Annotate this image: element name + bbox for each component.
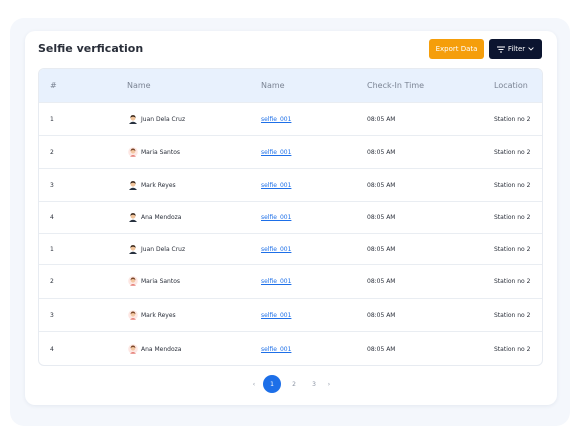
pagination: ‹ 1 2 3 › [25,374,557,394]
row-name: Juan Dela Cruz [141,115,186,123]
selfie-link[interactable]: selfie_001 [261,278,292,285]
avatar [128,212,138,222]
table-row[interactable]: 1 Juan Dela Cruz selfie_001 08:05 AM Station… [39,102,542,135]
avatar [128,147,138,157]
row-name: Mark Reyes [141,181,176,189]
selfie-verification-card: Selfie verfication Export Data Filter # … [25,31,557,405]
header-location: Location [494,81,528,90]
avatar [128,244,138,254]
row-name: Juan Dela Cruz [141,245,186,253]
row-name-cell: Juan Dela Cruz [128,244,185,254]
row-name: Ana Mendoza [141,345,182,353]
row-name-cell: Mark Reyes [128,310,176,320]
chevron-left-icon[interactable]: ‹ [252,380,256,388]
row-location: Station no 2 [494,182,531,189]
row-location: Station no 2 [494,312,531,319]
row-checkin-time: 08:05 AM [367,278,396,285]
selfie-link[interactable]: selfie_001 [261,246,292,253]
selfie-link[interactable]: selfie_001 [261,116,292,123]
row-location: Station no 2 [494,214,531,221]
avatar [128,310,138,320]
row-checkin-time: 08:05 AM [367,312,396,319]
table-row[interactable]: 2 Maria Santos selfie_001 08:05 AM Station n… [39,135,542,168]
row-location: Station no 2 [494,278,531,285]
header-checkin-time: Check-In Time [367,81,425,90]
row-name: Maria Santos [141,148,181,156]
row-checkin-time: 08:05 AM [367,182,396,189]
row-name-cell: Juan Dela Cruz [128,114,185,124]
filter-icon [496,46,505,53]
header-name: Name [127,81,151,90]
avatar [128,114,138,124]
filter-button[interactable]: Filter [489,39,542,59]
selfie-link[interactable]: selfie_001 [261,214,292,221]
row-number: 4 [50,214,54,221]
avatar [128,344,138,354]
page-1-button[interactable]: 1 [263,375,281,393]
table-row[interactable]: 3 Mark Reyes selfie_001 08:05 AM Station no … [39,298,542,331]
selfie-table: # Name Name Check-In Time Location 1 Juan… [38,68,543,366]
table-row[interactable]: 4 Ana Mendoza selfie_001 08:05 AM Station no… [39,331,542,365]
row-location: Station no 2 [494,246,531,253]
page-2-button[interactable]: 2 [292,380,296,388]
export-data-label: Export Data [435,45,478,53]
row-name: Mark Reyes [141,311,176,319]
chevron-down-icon [528,47,534,51]
row-number: 3 [50,182,54,189]
filter-label: Filter [507,45,526,53]
row-name-cell: Ana Mendoza [128,212,181,222]
row-location: Station no 2 [494,116,531,123]
row-name: Maria Santos [141,277,181,285]
row-checkin-time: 08:05 AM [367,214,396,221]
table-header: # Name Name Check-In Time Location [39,69,542,102]
avatar [128,180,138,190]
row-checkin-time: 08:05 AM [367,149,396,156]
export-data-button[interactable]: Export Data [429,39,484,59]
row-number: 1 [50,116,54,123]
selfie-link[interactable]: selfie_001 [261,149,292,156]
row-number: 2 [50,278,54,285]
page-title: Selfie verfication [38,42,144,55]
row-location: Station no 2 [494,346,531,353]
chevron-right-icon[interactable]: › [327,380,331,388]
row-checkin-time: 08:05 AM [367,346,396,353]
row-name-cell: Maria Santos [128,276,180,286]
selfie-link[interactable]: selfie_001 [261,312,292,319]
row-number: 1 [50,246,54,253]
row-name-cell: Mark Reyes [128,180,176,190]
row-number: 3 [50,312,54,319]
avatar [128,276,138,286]
table-row[interactable]: 4 Ana Mendoza selfie_001 08:05 AM Station no… [39,201,542,233]
table-row[interactable]: 2 Maria Santos selfie_001 08:05 AM Station n… [39,264,542,298]
row-checkin-time: 08:05 AM [367,246,396,253]
row-name: Ana Mendoza [141,213,182,221]
header-selfie: Name [261,81,285,90]
table-row[interactable]: 1 Juan Dela Cruz selfie_001 08:05 AM Station… [39,233,542,264]
table-row[interactable]: 3 Mark Reyes selfie_001 08:05 AM Station no … [39,168,542,201]
row-number: 2 [50,149,54,156]
header-number: # [50,81,57,90]
row-location: Station no 2 [494,149,531,156]
row-name-cell: Ana Mendoza [128,344,181,354]
row-name-cell: Maria Santos [128,147,180,157]
row-checkin-time: 08:05 AM [367,116,396,123]
selfie-link[interactable]: selfie_001 [261,346,292,353]
page-3-button[interactable]: 3 [312,380,316,388]
row-number: 4 [50,346,54,353]
selfie-link[interactable]: selfie_001 [261,182,292,189]
